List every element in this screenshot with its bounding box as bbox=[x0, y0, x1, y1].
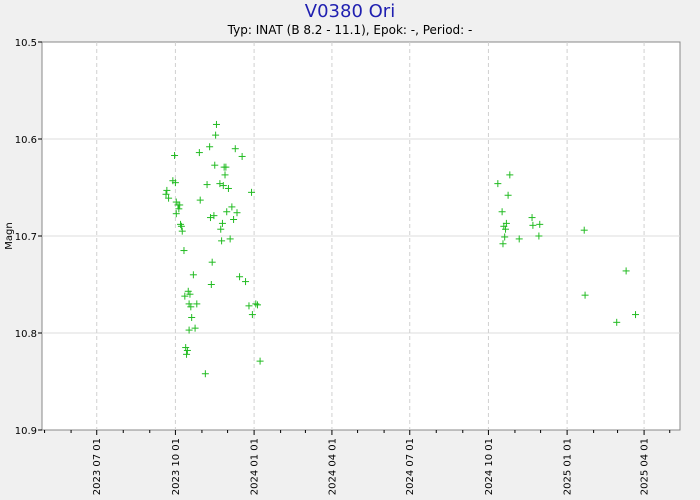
data-point bbox=[176, 201, 184, 209]
y-tick-label: 10.9 bbox=[15, 426, 37, 437]
data-point bbox=[529, 221, 537, 229]
data-point bbox=[218, 237, 226, 245]
x-tick-label: 2024 07 01 bbox=[405, 438, 416, 495]
data-point bbox=[162, 190, 170, 198]
x-tick-label: 2024 01 01 bbox=[250, 438, 261, 495]
data-point bbox=[172, 198, 180, 206]
x-tick-label: 2023 07 01 bbox=[92, 438, 103, 495]
data-point bbox=[206, 143, 214, 151]
y-tick-label: 10.7 bbox=[15, 232, 37, 243]
data-point bbox=[163, 186, 171, 194]
data-point bbox=[613, 318, 621, 326]
data-point bbox=[185, 326, 193, 334]
chart-subtitle: Typ: INAT (B 8.2 - 11.1), Epok: -, Perio… bbox=[227, 23, 473, 37]
axis-ticks: 10.5 10.6 10.7 10.8 10.9 2023 07 01 2023 10 01… bbox=[15, 38, 671, 495]
data-point bbox=[171, 151, 179, 159]
x-tick-label: 2023 10 01 bbox=[171, 438, 182, 495]
data-point bbox=[182, 344, 190, 352]
data-point bbox=[228, 203, 236, 211]
data-point bbox=[178, 227, 186, 235]
data-point bbox=[193, 300, 201, 308]
data-point bbox=[504, 191, 512, 199]
data-point bbox=[581, 291, 589, 299]
data-point bbox=[183, 350, 191, 358]
grid-lines bbox=[42, 42, 680, 430]
data-point bbox=[230, 216, 238, 224]
x-tick-label: 2025 04 01 bbox=[640, 438, 651, 495]
data-point bbox=[184, 287, 192, 295]
y-axis-label: Magn bbox=[4, 222, 15, 249]
data-point bbox=[211, 161, 219, 169]
data-point bbox=[622, 267, 630, 275]
data-point bbox=[242, 278, 250, 286]
data-point bbox=[217, 225, 225, 233]
data-point bbox=[207, 281, 215, 288]
data-point bbox=[185, 300, 193, 308]
chart-title: V0380 Ori bbox=[304, 1, 396, 22]
data-point bbox=[528, 214, 536, 222]
data-point bbox=[186, 290, 194, 298]
data-point bbox=[632, 311, 640, 319]
data-point bbox=[245, 302, 253, 310]
data-point bbox=[191, 324, 199, 332]
data-point bbox=[195, 149, 203, 157]
data-point bbox=[183, 346, 191, 354]
data-point bbox=[248, 311, 256, 319]
data-point bbox=[201, 370, 209, 378]
data-points bbox=[162, 120, 640, 378]
data-point bbox=[208, 258, 216, 266]
data-point bbox=[254, 301, 262, 309]
data-point bbox=[223, 208, 231, 216]
data-point bbox=[212, 131, 220, 139]
data-point bbox=[177, 222, 185, 230]
data-point bbox=[536, 220, 544, 228]
data-point bbox=[498, 208, 506, 216]
data-point bbox=[189, 271, 197, 279]
data-point bbox=[219, 182, 227, 190]
data-point bbox=[252, 300, 260, 308]
data-point bbox=[236, 273, 244, 281]
data-point bbox=[172, 210, 180, 218]
x-tick-label: 2025 01 01 bbox=[563, 438, 574, 495]
data-point bbox=[165, 194, 173, 202]
data-point bbox=[210, 212, 218, 220]
data-point bbox=[180, 247, 188, 255]
data-point bbox=[224, 184, 232, 192]
data-point bbox=[222, 163, 230, 171]
y-tick-label: 10.8 bbox=[15, 329, 37, 340]
data-point bbox=[502, 225, 510, 233]
data-point bbox=[181, 292, 189, 300]
data-point bbox=[233, 209, 241, 217]
data-point bbox=[221, 171, 229, 179]
data-point bbox=[256, 357, 264, 365]
data-point bbox=[171, 179, 179, 187]
data-point bbox=[187, 303, 195, 311]
data-point bbox=[238, 152, 246, 160]
data-point bbox=[196, 196, 204, 204]
data-point bbox=[188, 313, 196, 321]
data-point bbox=[212, 120, 220, 128]
data-point bbox=[515, 235, 523, 243]
data-point bbox=[231, 145, 239, 153]
data-point bbox=[580, 226, 588, 234]
data-point bbox=[226, 235, 234, 243]
x-tick-label: 2024 10 01 bbox=[484, 438, 495, 495]
data-point bbox=[506, 171, 514, 179]
data-point bbox=[499, 240, 507, 248]
y-tick-label: 10.6 bbox=[15, 135, 37, 146]
data-point bbox=[248, 188, 256, 196]
x-tick-label: 2024 04 01 bbox=[327, 438, 338, 495]
data-point bbox=[494, 180, 502, 188]
data-point bbox=[502, 219, 510, 227]
y-tick-label: 10.5 bbox=[15, 38, 37, 49]
data-point bbox=[535, 232, 543, 240]
data-point bbox=[203, 181, 211, 189]
data-point bbox=[501, 233, 509, 241]
data-point bbox=[218, 219, 226, 227]
data-point bbox=[175, 205, 183, 213]
